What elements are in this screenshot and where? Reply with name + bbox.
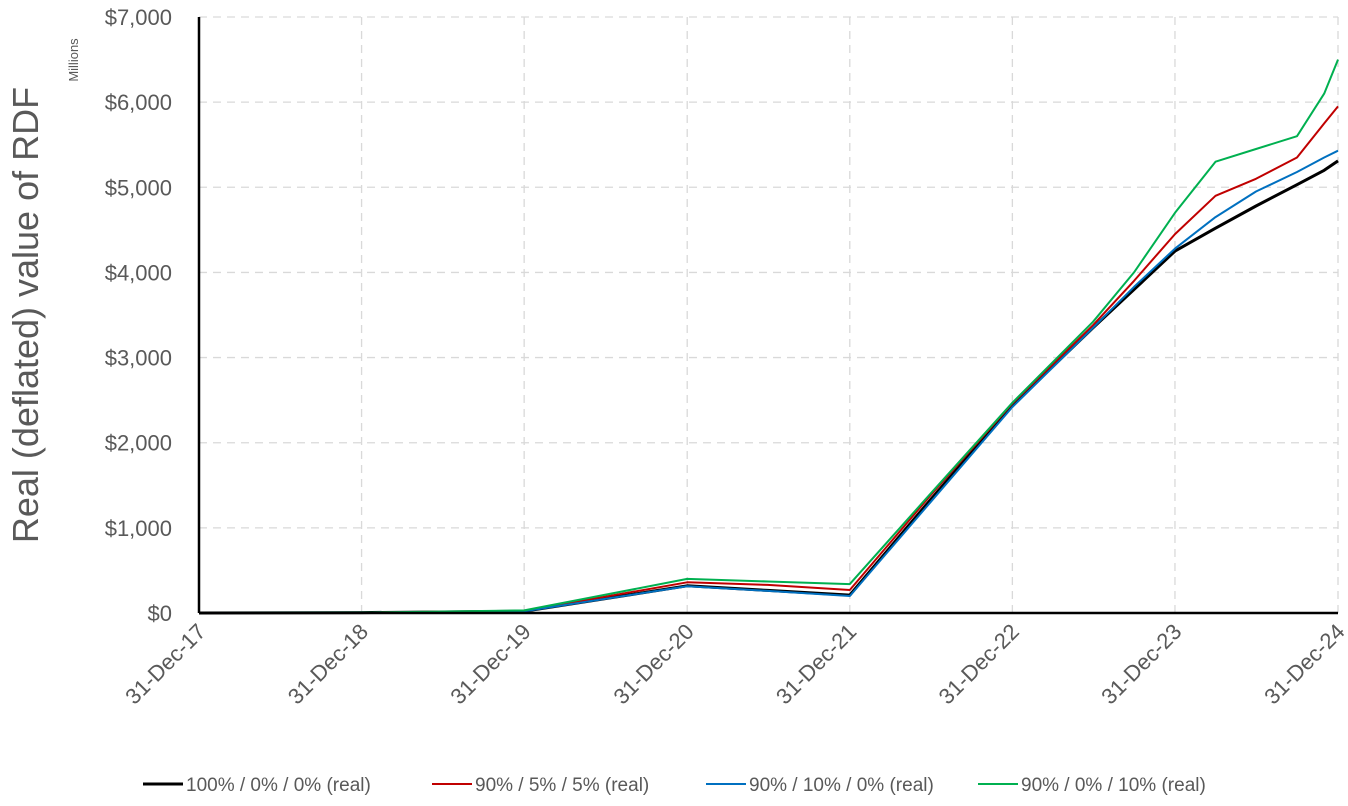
y-tick-label: $7,000 bbox=[105, 5, 172, 30]
series-line bbox=[198, 105, 1339, 614]
x-tick-label: 31-Dec-17 bbox=[120, 619, 210, 709]
y-axis-label: Real (deflated) value of RDF bbox=[5, 87, 46, 543]
x-tick-label: 31-Dec-21 bbox=[771, 619, 861, 709]
y-unit-label: Millions bbox=[66, 38, 81, 82]
x-tick-label: 31-Dec-23 bbox=[1096, 619, 1186, 709]
y-tick-label: $2,000 bbox=[105, 431, 172, 456]
y-tick-labels: $0 $1,000 $2,000 $3,000 $4,000 $5,000 $6,000 $7… bbox=[105, 5, 172, 626]
legend-label: 100% / 0% / 0% (real) bbox=[186, 775, 371, 796]
x-tick-label: 31-Dec-24 bbox=[1259, 619, 1348, 709]
y-tick-label: $3,000 bbox=[105, 346, 172, 371]
y-tick-label: $0 bbox=[148, 601, 172, 626]
legend-label: 90% / 5% / 5% (real) bbox=[475, 775, 649, 796]
y-tick-label: $6,000 bbox=[105, 90, 172, 115]
series-lines bbox=[198, 59, 1339, 615]
axes bbox=[197, 17, 1338, 615]
y-tick-label: $4,000 bbox=[105, 260, 172, 285]
y-tick-label: $1,000 bbox=[105, 516, 172, 541]
legend-label: 90% / 10% / 0% (real) bbox=[749, 775, 934, 796]
x-tick-label: 31-Dec-19 bbox=[445, 619, 535, 709]
legend: 100% / 0% / 0% (real) 90% / 5% / 5% (real… bbox=[143, 775, 1206, 796]
gridlines bbox=[199, 16, 1339, 613]
series-line bbox=[198, 159, 1339, 615]
x-tick-label: 31-Dec-20 bbox=[608, 619, 698, 709]
x-tick-label: 31-Dec-18 bbox=[283, 619, 373, 709]
series-line bbox=[198, 59, 1339, 614]
legend-label: 90% / 0% / 10% (real) bbox=[1021, 775, 1206, 796]
x-tick-labels: 31-Dec-17 31-Dec-18 31-Dec-19 31-Dec-20 31-D… bbox=[120, 619, 1348, 709]
series-line bbox=[198, 149, 1339, 614]
y-tick-label: $5,000 bbox=[105, 175, 172, 200]
x-tick-label: 31-Dec-22 bbox=[934, 619, 1024, 709]
